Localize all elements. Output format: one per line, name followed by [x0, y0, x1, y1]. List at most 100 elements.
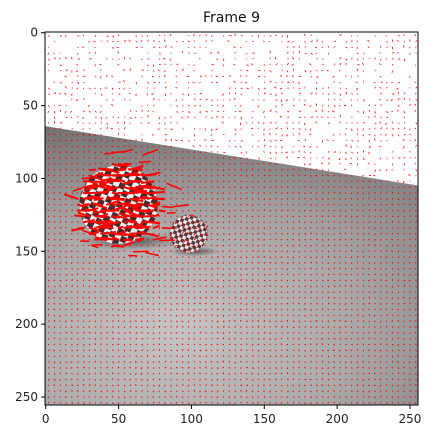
flow-vector: [117, 121, 119, 124]
flow-vector: [82, 128, 85, 130]
y-tick-label: 150: [15, 244, 38, 258]
flow-vector: [414, 127, 417, 130]
flow-vector: [99, 183, 114, 189]
flow-vector: [75, 70, 79, 72]
flow-vector: [82, 195, 95, 200]
flow-vector: [54, 57, 56, 60]
flow-vector: [403, 163, 406, 166]
flow-vector: [345, 58, 348, 61]
flow-vector: [234, 116, 236, 119]
flow-vector: [77, 35, 80, 37]
flow-vector: [298, 116, 302, 119]
flow-vector: [386, 41, 388, 43]
flow-vector: [275, 63, 278, 66]
flow-vector: [263, 151, 265, 153]
flow-vector: [128, 212, 143, 218]
flow-vector: [250, 63, 254, 66]
flow-vector: [128, 39, 131, 42]
flow-vector: [81, 229, 97, 236]
flow-vector: [105, 116, 108, 119]
x-tick-label: 200: [326, 412, 349, 426]
flow-vector: [59, 122, 63, 124]
flow-vector: [415, 86, 418, 89]
flow-vector: [397, 109, 399, 112]
flow-vector: [63, 193, 79, 200]
flow-vector: [258, 157, 260, 160]
flow-vector: [327, 162, 331, 165]
flow-vector: [303, 157, 306, 159]
flow-vector: [181, 51, 184, 54]
flow-vector: [240, 93, 243, 96]
flow-vector: [174, 244, 178, 247]
flow-vector: [362, 157, 365, 161]
flow-vector: [197, 243, 201, 246]
flow-vector: [297, 156, 300, 159]
flow-vector: [142, 148, 159, 156]
x-tick-label: 0: [42, 412, 50, 426]
flow-vector: [164, 45, 167, 48]
flow-vector: [252, 58, 254, 60]
flow-vector: [106, 366, 109, 369]
flow-vector: [397, 105, 400, 107]
flow-vector: [193, 34, 195, 37]
flow-vector: [257, 244, 260, 247]
flow-vector: [88, 195, 101, 200]
flow-vector: [262, 122, 265, 125]
flow-vector: [221, 105, 224, 107]
flow-vector: [146, 195, 157, 200]
flow-vector: [409, 133, 411, 136]
flow-vector: [187, 372, 190, 375]
flow-vector: [379, 98, 382, 101]
flow-vector: [380, 127, 383, 130]
flow-vector: [176, 63, 179, 66]
flow-vector: [53, 81, 55, 83]
x-tick-label: 150: [253, 412, 276, 426]
flow-vector: [240, 122, 242, 126]
flow-vector: [193, 98, 196, 101]
flow-vector: [83, 186, 97, 192]
flow-vector: [310, 204, 312, 206]
flow-vector: [123, 238, 132, 242]
flow-vector: [222, 162, 225, 165]
flow-vector: [123, 171, 138, 177]
flow-vector: [111, 215, 121, 219]
flow-vector: [135, 81, 138, 85]
flow-vector: [415, 169, 418, 172]
flow-vector: [304, 103, 306, 106]
flow-vector: [146, 214, 155, 218]
flow-vector: [215, 128, 219, 130]
flow-vector: [152, 236, 167, 241]
flow-vector: [108, 177, 120, 183]
flow-vector: [134, 116, 137, 119]
flow-vector: [65, 390, 67, 393]
flow-vector: [199, 92, 202, 95]
flow-vector: [140, 40, 143, 42]
flow-vector: [403, 138, 405, 141]
flow-vector: [123, 186, 137, 192]
flow-vector: [129, 92, 131, 95]
flow-vector: [199, 209, 202, 212]
flow-vector: [280, 99, 283, 102]
flow-vector: [123, 224, 133, 229]
flow-vector: [175, 279, 178, 282]
flow-vector: [142, 209, 155, 213]
flow-vector: [104, 152, 115, 155]
flow-vector: [175, 99, 178, 102]
flow-vector: [164, 86, 167, 89]
flow-vector: [374, 122, 377, 125]
flow-vector: [234, 92, 237, 95]
flow-vector: [327, 93, 330, 95]
flow-vector: [345, 144, 347, 147]
flow-vector: [263, 87, 266, 90]
flow-vector: [316, 76, 319, 78]
flow-vector: [216, 396, 219, 399]
flow-vector: [136, 238, 143, 243]
flow-vector: [327, 157, 331, 160]
flow-vector: [210, 360, 213, 363]
flow-vector: [47, 52, 50, 55]
flow-vector: [368, 145, 371, 148]
flow-vector: [71, 98, 73, 101]
flow-vector: [281, 103, 283, 106]
flow-vector: [111, 192, 119, 195]
